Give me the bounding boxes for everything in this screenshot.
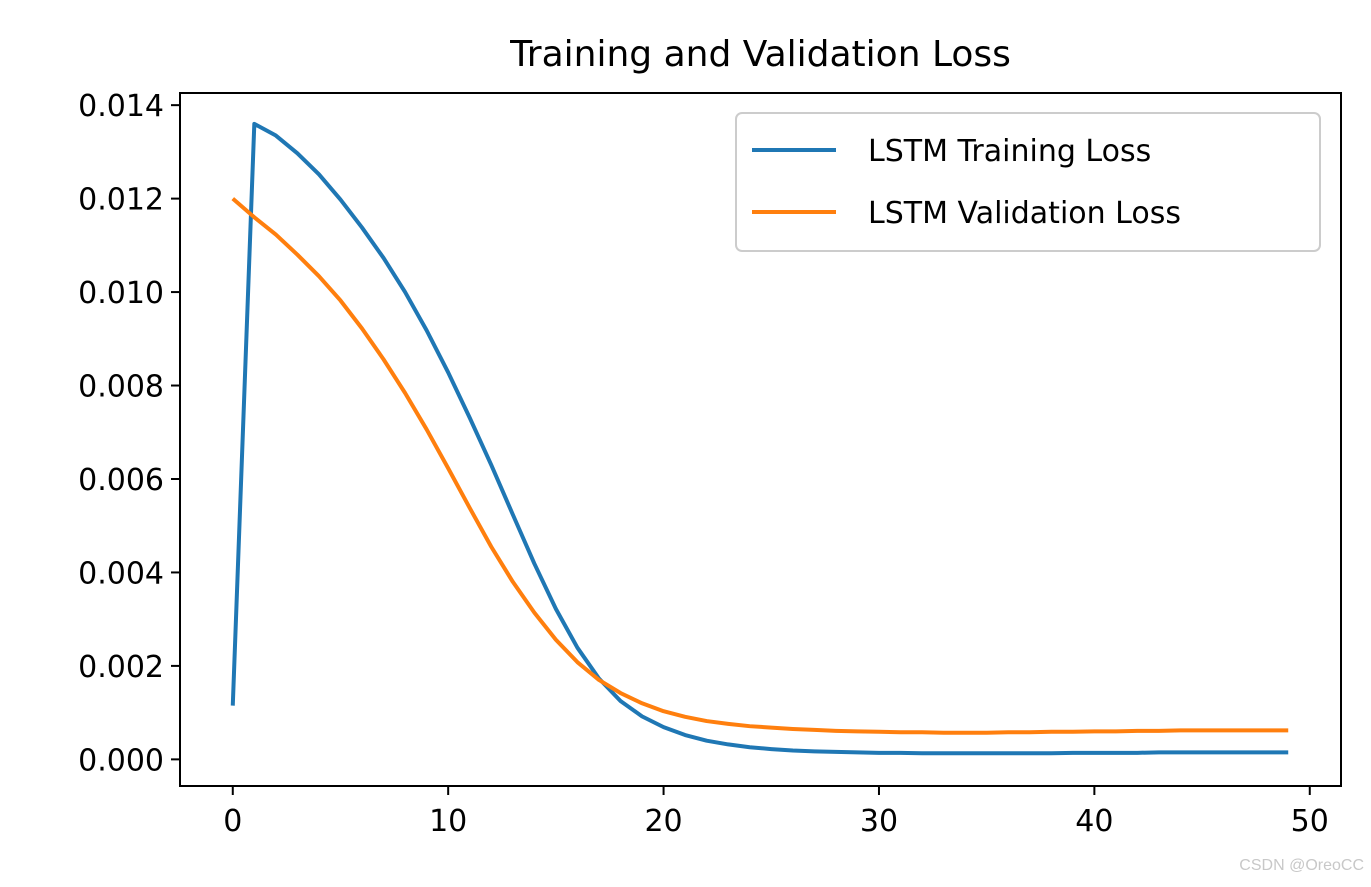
axes-frame bbox=[179, 92, 1342, 787]
y-tick-label: 0.014 bbox=[78, 89, 164, 124]
y-tick-label: 0.012 bbox=[78, 183, 164, 218]
legend-label-validation: LSTM Validation Loss bbox=[868, 196, 1181, 231]
chart-title: Training and Validation Loss bbox=[509, 34, 1011, 75]
y-tick-label: 0.002 bbox=[78, 650, 164, 685]
x-axis: 0 10 20 30 40 50 bbox=[223, 786, 1329, 839]
x-tick-label: 40 bbox=[1075, 804, 1113, 839]
y-tick-label: 0.008 bbox=[78, 370, 164, 405]
y-tick-label: 0.006 bbox=[78, 463, 164, 498]
legend-label-training: LSTM Training Loss bbox=[868, 134, 1151, 169]
y-tick-label: 0.004 bbox=[78, 556, 164, 591]
x-tick-label: 50 bbox=[1291, 804, 1329, 839]
x-tick-label: 10 bbox=[429, 804, 467, 839]
watermark: CSDN @OreoCC bbox=[1239, 857, 1364, 874]
series-layer bbox=[230, 121, 1289, 756]
y-axis: 0.000 0.002 0.004 0.006 0.008 0.010 0.012 0.014 bbox=[78, 89, 180, 778]
series-line-training bbox=[230, 121, 1289, 756]
y-tick-label: 0.000 bbox=[78, 743, 164, 778]
series-line-validation bbox=[231, 197, 1289, 735]
legend: LSTM Training Loss LSTM Validation Loss bbox=[735, 112, 1321, 252]
y-tick-label: 0.010 bbox=[78, 276, 164, 311]
x-tick-label: 30 bbox=[860, 804, 898, 839]
x-tick-label: 20 bbox=[644, 804, 682, 839]
legend-box bbox=[735, 112, 1321, 252]
x-tick-label: 0 bbox=[223, 804, 242, 839]
